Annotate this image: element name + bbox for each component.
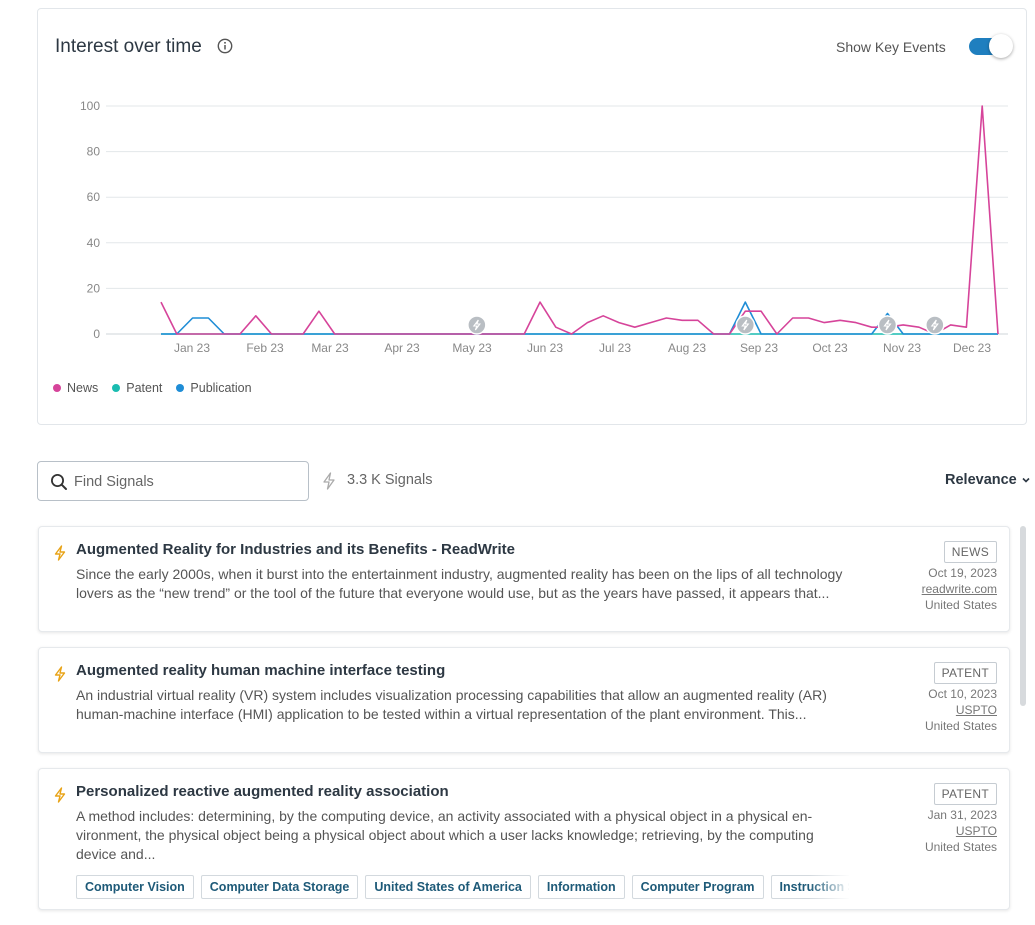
key-event-marker[interactable] <box>735 315 756 335</box>
key-event-circle <box>467 315 487 335</box>
x-tick-label: Oct 23 <box>812 341 848 355</box>
y-tick-label: 20 <box>87 281 101 295</box>
signal-meta: PATENT Jan 31, 2023 USPTO United States <box>925 783 997 855</box>
series-line-news <box>160 105 999 335</box>
signal-title[interactable]: Augmented Reality for Industries and its… <box>76 541 515 558</box>
key-event-circle <box>925 315 945 335</box>
legend-dot-news <box>53 384 61 392</box>
key-event-circle <box>877 315 898 335</box>
type-badge: PATENT <box>933 783 997 805</box>
search-input[interactable] <box>74 470 299 494</box>
interest-over-time-card: Interest over time Show Key Events 0 20 40… <box>37 8 1027 425</box>
x-tick-label: Aug 23 <box>668 341 706 355</box>
signal-country: United States <box>924 598 997 612</box>
sort-dropdown[interactable]: Relevance <box>945 472 1031 488</box>
info-icon[interactable] <box>217 38 233 54</box>
signal-snippet: A method includes: determining, by the c… <box>76 808 814 862</box>
key-event-marker[interactable] <box>467 315 487 335</box>
x-tick-label: Jun 23 <box>527 341 563 355</box>
signal-count: 3.3 K Signals <box>347 472 433 488</box>
toggle-knob[interactable] <box>989 34 1013 58</box>
lightning-icon <box>472 319 481 331</box>
show-key-events-label: Show Key Events <box>836 39 946 55</box>
signal-meta: NEWS Oct 19, 2023 readwrite.com United S… <box>922 541 997 613</box>
lightning-icon <box>54 545 66 561</box>
key-event-marker[interactable] <box>877 315 898 335</box>
tag-list: Computer Vision Computer Data Storage Un… <box>76 875 849 899</box>
signal-title[interactable]: Personalized reactive augmented reality … <box>76 783 449 800</box>
legend-item-patent[interactable]: Patent <box>112 381 162 395</box>
x-tick-label: Nov 23 <box>883 341 921 355</box>
y-tick-label: 60 <box>87 190 101 204</box>
signal-snippet: An industrial virtual reality (VR) syste… <box>76 687 827 722</box>
line-chart: 0 20 40 60 80 100 Jan 23 Feb 23 Mar 23 Apr 23 May … <box>80 99 1008 355</box>
legend-dot-patent <box>112 384 121 392</box>
lightning-icon <box>54 787 66 803</box>
lightning-icon <box>741 319 750 331</box>
x-tick-label: Feb 23 <box>246 341 284 355</box>
x-tick-label: Apr 23 <box>384 341 420 355</box>
x-tick-label: May 23 <box>452 341 492 355</box>
tags-fade <box>809 875 851 899</box>
signal-source-link[interactable]: USPTO <box>955 703 997 717</box>
signal-date: Oct 10, 2023 <box>928 687 997 701</box>
type-badge: NEWS <box>943 541 997 563</box>
signal-card[interactable]: Personalized reactive augmented reality … <box>38 768 1010 910</box>
signal-date: Oct 19, 2023 <box>928 566 997 580</box>
scrollbar-thumb[interactable] <box>1020 526 1026 706</box>
find-signals-box[interactable] <box>37 461 309 501</box>
signal-source-link[interactable]: USPTO <box>955 824 997 838</box>
y-tick-label: 0 <box>93 327 100 341</box>
y-tick-label: 80 <box>87 145 101 159</box>
lightning-icon <box>54 666 66 682</box>
legend-item-news[interactable]: News <box>53 381 98 395</box>
tag[interactable]: Information <box>537 875 625 899</box>
lightning-icon <box>323 472 335 490</box>
signal-card[interactable]: Augmented reality human machine interfac… <box>38 647 1010 753</box>
legend-label-publication: Publication <box>190 381 252 395</box>
chart-title: Interest over time <box>55 36 202 57</box>
legend-item-publication[interactable]: Publication <box>176 381 252 395</box>
search-icon <box>51 474 67 490</box>
signal-country: United States <box>924 719 997 733</box>
signal-card[interactable]: Augmented Reality for Industries and its… <box>38 526 1010 632</box>
lightning-icon <box>883 319 892 331</box>
signal-country: United States <box>924 840 997 854</box>
key-event-circle <box>735 315 756 335</box>
y-tick-label: 100 <box>80 99 100 113</box>
x-tick-label: Dec 23 <box>953 341 991 355</box>
tag[interactable]: Computer Program <box>631 875 764 899</box>
legend-dot-publication <box>176 384 185 392</box>
key-events-toggle[interactable] <box>969 34 1013 58</box>
legend-label-news: News <box>67 381 99 395</box>
y-tick-label: 40 <box>87 236 101 250</box>
x-tick-label: Jan 23 <box>174 341 210 355</box>
lightning-icon <box>930 319 939 331</box>
sort-label: Relevance <box>945 472 1017 488</box>
x-tick-label: Sep 23 <box>740 341 778 355</box>
signal-title[interactable]: Augmented reality human machine interfac… <box>76 662 446 679</box>
chevron-down-icon <box>1022 477 1030 483</box>
legend-label-patent: Patent <box>126 381 163 395</box>
signal-meta: PATENT Oct 10, 2023 USPTO United States <box>925 662 997 734</box>
signal-source-link[interactable]: readwrite.com <box>921 582 997 596</box>
signal-date: Jan 31, 2023 <box>927 808 997 822</box>
tag[interactable]: Computer Vision <box>76 875 194 899</box>
type-badge: PATENT <box>933 662 997 684</box>
signal-snippet: Since the early 2000s, when it burst int… <box>76 566 843 601</box>
x-tick-label: Jul 23 <box>599 341 631 355</box>
chart-legend: News Patent Publication <box>53 381 252 395</box>
tag[interactable]: Computer Data Storage <box>200 875 359 899</box>
key-event-marker[interactable] <box>925 315 945 335</box>
tag[interactable]: United States of America <box>365 875 531 899</box>
x-tick-label: Mar 23 <box>311 341 349 355</box>
